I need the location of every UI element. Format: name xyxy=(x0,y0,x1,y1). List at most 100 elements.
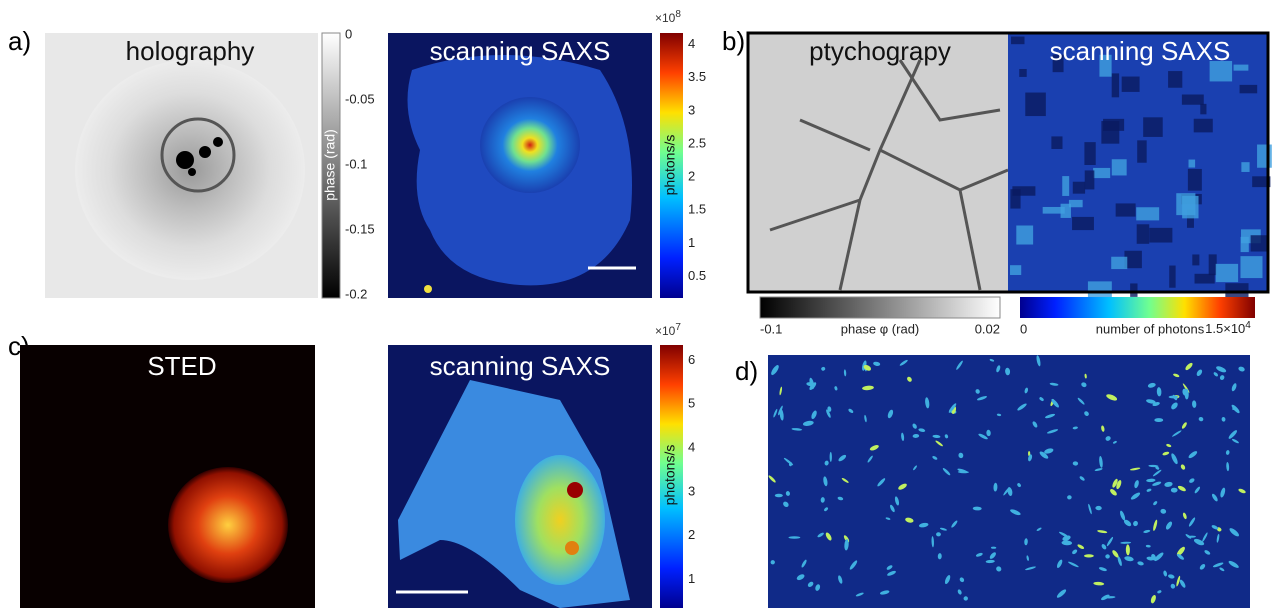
colorbar xyxy=(760,297,1000,318)
texture xyxy=(1195,274,1215,284)
cell xyxy=(1154,418,1163,422)
colorbar-tick-label: 2 xyxy=(688,527,695,542)
tick-base: 1.5×10 xyxy=(1205,321,1245,336)
nucleus xyxy=(480,97,580,193)
colorbar-tick-label: 1.5 xyxy=(688,202,706,217)
texture xyxy=(1112,73,1119,97)
texture xyxy=(1169,266,1175,288)
texture xyxy=(1200,104,1206,114)
colorbar-tick-label: 3 xyxy=(688,102,695,117)
colorbar-label: number of photons xyxy=(1096,321,1205,336)
cell xyxy=(1188,536,1196,538)
image-title: scanning SAXS xyxy=(430,36,611,66)
texture xyxy=(1176,193,1195,215)
colorbar-tick-label: 6 xyxy=(688,352,695,367)
texture xyxy=(1025,93,1046,117)
texture xyxy=(1143,117,1163,137)
texture xyxy=(1072,217,1094,230)
texture xyxy=(1019,69,1026,77)
panel-label: d) xyxy=(735,356,758,386)
texture xyxy=(1189,160,1196,168)
texture xyxy=(1168,71,1182,88)
nucleus xyxy=(515,455,605,585)
texture xyxy=(1069,200,1083,207)
texture xyxy=(1112,159,1127,175)
texture xyxy=(1012,186,1035,195)
colorbar-tick-label: 3 xyxy=(688,483,695,498)
colorbar-tick-label: 1 xyxy=(688,571,695,586)
colorbar-label: photons/s xyxy=(662,135,678,196)
texture xyxy=(1116,203,1136,216)
texture xyxy=(1011,37,1024,45)
panel-label: b) xyxy=(722,26,745,56)
texture xyxy=(1234,65,1249,71)
tick-exponent: 4 xyxy=(1245,320,1251,331)
texture xyxy=(1122,77,1140,92)
texture xyxy=(1088,281,1112,298)
colorbar-tick-label: 3.5 xyxy=(688,69,706,84)
texture xyxy=(1010,265,1021,275)
cell xyxy=(788,536,800,539)
texture xyxy=(1073,182,1085,194)
colorbar-tick-label: 0 xyxy=(345,26,352,41)
colorbar-tick-label: -0.05 xyxy=(345,91,375,106)
texture xyxy=(1016,225,1033,244)
texture xyxy=(1240,85,1258,93)
image-title: ptychograpy xyxy=(809,36,951,66)
colorbar-tick-label: 5 xyxy=(688,396,695,411)
colorbar-tick-label: 4 xyxy=(688,36,695,51)
texture xyxy=(1085,170,1095,189)
colorbar-tick-label: 0.02 xyxy=(975,321,1000,336)
texture xyxy=(1194,119,1213,133)
texture xyxy=(1137,224,1150,244)
colorbar-label: phase (rad) xyxy=(322,129,338,201)
image-title: holography xyxy=(126,36,255,66)
panel-label: a) xyxy=(8,26,31,56)
texture xyxy=(1101,121,1119,144)
texture xyxy=(1093,168,1110,178)
colorbar-label: photons/s xyxy=(662,445,678,506)
colorbar-tick-label: 4 xyxy=(688,439,695,454)
cell xyxy=(1084,554,1094,557)
colorbar-tick-label: 1 xyxy=(688,235,695,250)
texture xyxy=(1084,142,1095,165)
texture xyxy=(1182,95,1204,105)
texture xyxy=(1136,207,1159,220)
texture xyxy=(1149,228,1172,243)
image-title: scanning SAXS xyxy=(1050,36,1231,66)
colorbar-tick-label: -0.15 xyxy=(345,221,375,236)
texture xyxy=(1051,136,1062,149)
figure: a) holography phase (rad) scanning SAXS … xyxy=(0,0,1273,608)
colorbar-tick-label: 1.5×104 xyxy=(1205,320,1251,337)
texture xyxy=(1251,235,1269,251)
colorbar-tick-label: -0.2 xyxy=(345,286,367,301)
colorbar-label: phase φ (rad) xyxy=(841,321,920,336)
texture xyxy=(1061,204,1071,218)
colorbar-tick-label: 0.5 xyxy=(688,268,706,283)
texture xyxy=(1257,145,1272,168)
nucleus xyxy=(168,467,288,583)
texture xyxy=(1062,176,1069,196)
texture xyxy=(1137,140,1146,162)
multiplier: ×108 xyxy=(655,9,681,25)
sted-image xyxy=(20,345,315,608)
colorbar xyxy=(1020,297,1255,318)
colorbar-tick-label: -0.1 xyxy=(760,321,782,336)
image-title: scanning SAXS xyxy=(430,351,611,381)
overview-image xyxy=(768,355,1250,608)
texture xyxy=(1240,256,1262,278)
multiplier: ×107 xyxy=(655,322,681,338)
texture xyxy=(1130,283,1137,296)
texture xyxy=(1216,264,1238,282)
texture xyxy=(1111,257,1127,269)
ptychography-image xyxy=(748,33,1008,292)
colorbar-tick-label: 0 xyxy=(1020,321,1027,336)
texture xyxy=(1188,169,1202,191)
texture xyxy=(1192,254,1199,265)
texture xyxy=(1241,162,1249,172)
colorbar-tick-label: 2 xyxy=(688,169,695,184)
image-title: STED xyxy=(147,351,216,381)
colorbar-tick-label: -0.1 xyxy=(345,156,367,171)
texture xyxy=(1209,254,1217,275)
colorbar-tick-label: 2.5 xyxy=(688,135,706,150)
